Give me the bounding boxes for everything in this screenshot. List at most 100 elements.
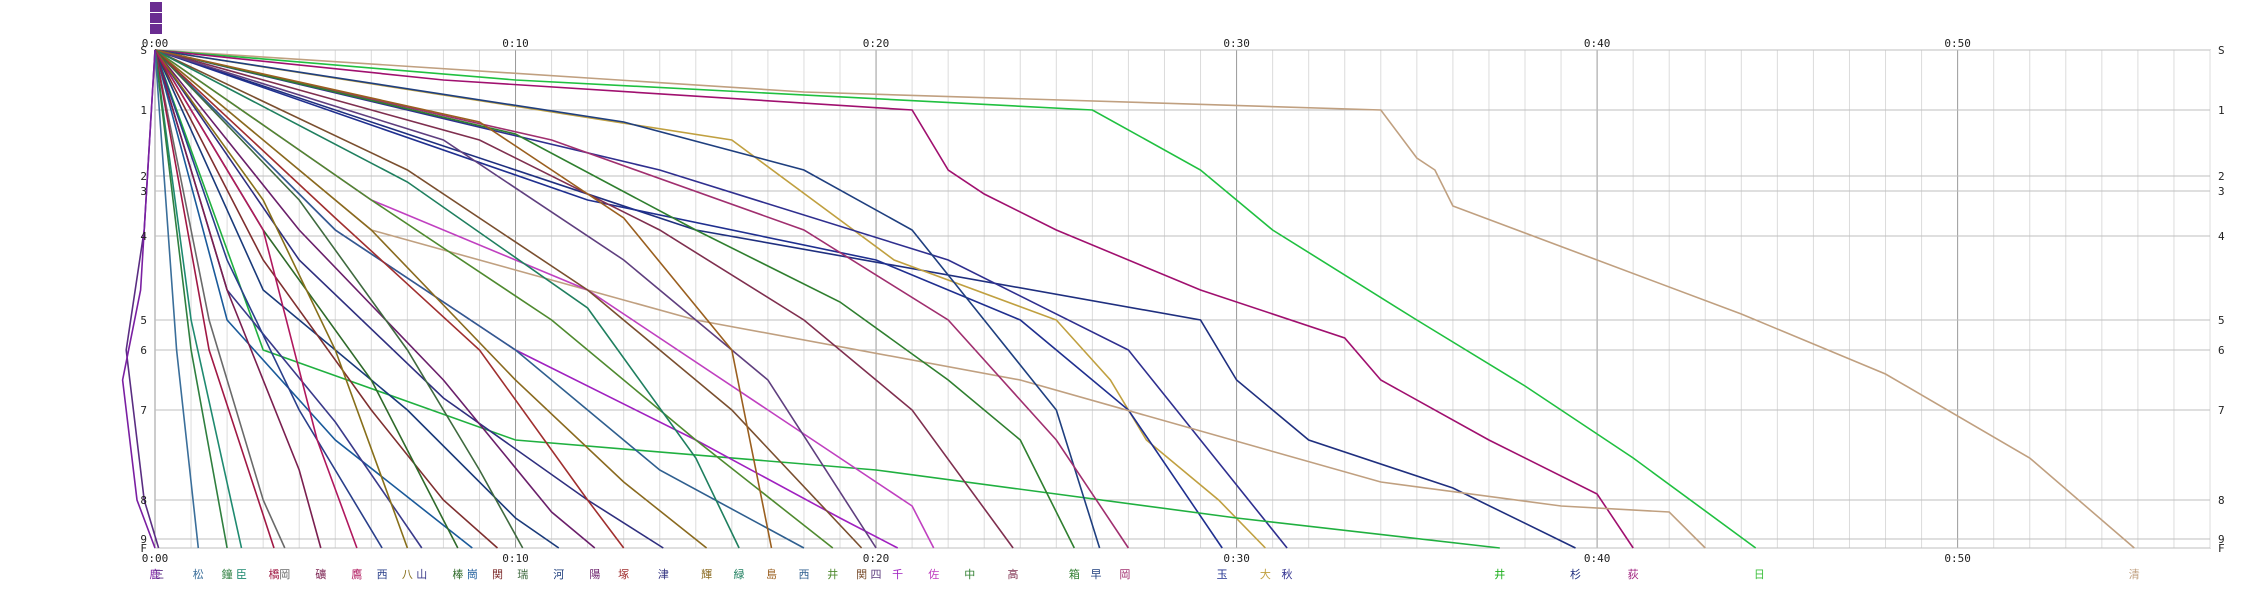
series-line — [154, 49, 2135, 549]
x-tick-label-top: 0:00 — [142, 37, 169, 50]
x-tick-label-top: 0:20 — [863, 37, 890, 50]
series-lines — [121, 49, 2135, 549]
runner-name-label: 玉 — [1217, 568, 1228, 581]
runner-name-label: 瑞 — [517, 567, 528, 581]
marker-block — [150, 24, 162, 34]
y-tick-label-left: 1 — [140, 104, 147, 117]
x-tick-label-bottom: 0:50 — [1944, 552, 1971, 565]
runner-name-label: 山 — [416, 568, 427, 581]
y-tick-label-left: 3 — [140, 185, 147, 198]
runner-name-label: 井 — [1494, 567, 1505, 581]
runner-name-label: 輝 — [701, 568, 712, 581]
runner-name-label: 西 — [798, 568, 809, 581]
runner-name-label: 大 — [1260, 567, 1271, 581]
x-tick-label-top: 0:40 — [1584, 37, 1611, 50]
series-line — [154, 49, 863, 549]
runner-name-label: 鹿 — [150, 567, 161, 581]
series-line — [154, 49, 383, 549]
series-line — [154, 49, 1101, 549]
bottom-names: 鹿三松鐘臣橋岡礦鷹西八山棒崗関瑞河陽塚津輝緑島西井関四千佐中高箱早岡玉大秋井杉荻… — [150, 567, 2140, 581]
y-tick-label-right: 8 — [2218, 494, 2225, 507]
y-tick-label-right: 6 — [2218, 344, 2225, 357]
series-line — [154, 49, 409, 549]
series-line — [154, 49, 877, 549]
runner-name-label: 関 — [856, 568, 867, 581]
series-line — [154, 49, 1014, 549]
runner-name-label: 岡 — [1119, 568, 1130, 581]
runner-name-label: 高 — [1008, 567, 1019, 581]
start-marker — [150, 2, 162, 34]
x-tick-label-bottom: 0:40 — [1584, 552, 1611, 565]
x-tick-label-bottom: 0:20 — [863, 552, 890, 565]
grid — [154, 49, 2211, 549]
series-line — [154, 49, 228, 549]
y-tick-label-left: F — [140, 542, 147, 555]
series-line — [154, 49, 834, 549]
x-tick-label-top: 0:10 — [502, 37, 529, 50]
runner-name-label: 陽 — [589, 568, 600, 581]
plot-frame — [154, 49, 2211, 549]
series-line — [154, 49, 560, 549]
series-line — [154, 49, 596, 549]
series-line — [154, 49, 664, 549]
series-line — [154, 49, 1757, 549]
marker-block — [150, 2, 162, 12]
tick-labels: 0:00 0:00 0:10 0:10 0:20 0:20 0:30 0:30 0:40 0:40… — [140, 37, 2225, 565]
y-tick-label-right: S — [2218, 44, 2225, 57]
series-line — [154, 49, 1076, 549]
series-line — [154, 49, 358, 549]
runner-name-label: 秋 — [1282, 567, 1293, 581]
runner-name-label: 西 — [377, 568, 388, 581]
x-tick-label-bottom: 0:10 — [502, 552, 529, 565]
y-tick-label-right: F — [2218, 542, 2225, 555]
series-line — [154, 49, 773, 549]
series-line — [154, 49, 1130, 549]
runner-name-label: 清 — [2129, 568, 2140, 581]
y-tick-label-left: 6 — [140, 344, 147, 357]
x-tick-label-top: 0:30 — [1223, 37, 1250, 50]
runner-name-label: 河 — [553, 568, 564, 581]
runner-name-label: 島 — [766, 567, 777, 581]
series-line — [154, 49, 1266, 549]
y-tick-label-left: 9 — [140, 533, 147, 546]
runner-name-label: 早 — [1090, 568, 1101, 581]
runner-name-label: 鐘 — [222, 567, 233, 581]
y-tick-label-left: 8 — [140, 494, 147, 507]
runner-name-label: 八 — [402, 568, 413, 581]
runner-name-label: 臣 — [236, 568, 247, 581]
series-line — [154, 49, 499, 549]
runner-name-label: 関 — [492, 568, 503, 581]
y-tick-label-right: 7 — [2218, 404, 2225, 417]
series-line — [154, 49, 275, 549]
runner-name-label: 崗 — [467, 568, 478, 581]
runner-name-label: 日 — [1754, 568, 1765, 581]
runner-name-label: 四 — [871, 568, 882, 581]
series-line — [154, 49, 805, 549]
runner-name-label: 岡 — [279, 568, 290, 581]
series-line — [154, 49, 524, 549]
runner-name-label: 中 — [964, 568, 975, 581]
series-line — [154, 49, 1500, 549]
series-line — [154, 49, 1288, 549]
series-line — [154, 49, 1223, 549]
series-line — [125, 49, 160, 549]
y-tick-label-right: 2 — [2218, 170, 2225, 183]
y-tick-label-left: S — [140, 44, 147, 57]
y-tick-label-right: 4 — [2218, 230, 2225, 243]
series-line — [154, 49, 625, 549]
runner-name-label: 鷹 — [351, 567, 362, 581]
y-tick-label-right: 5 — [2218, 314, 2225, 327]
x-tick-label-bottom: 0:30 — [1223, 552, 1250, 565]
x-tick-label-bottom: 0:00 — [142, 552, 169, 565]
series-line — [154, 49, 1706, 549]
series-line — [154, 49, 322, 549]
series-line — [154, 49, 200, 549]
runner-name-label: 三 — [153, 568, 164, 581]
runner-name-label: 佐 — [928, 567, 939, 581]
series-line — [154, 49, 286, 549]
runner-name-label: 礦 — [315, 567, 326, 581]
runner-name-label: 緑 — [734, 567, 745, 581]
y-tick-label-right: 9 — [2218, 533, 2225, 546]
series-line — [154, 49, 740, 549]
